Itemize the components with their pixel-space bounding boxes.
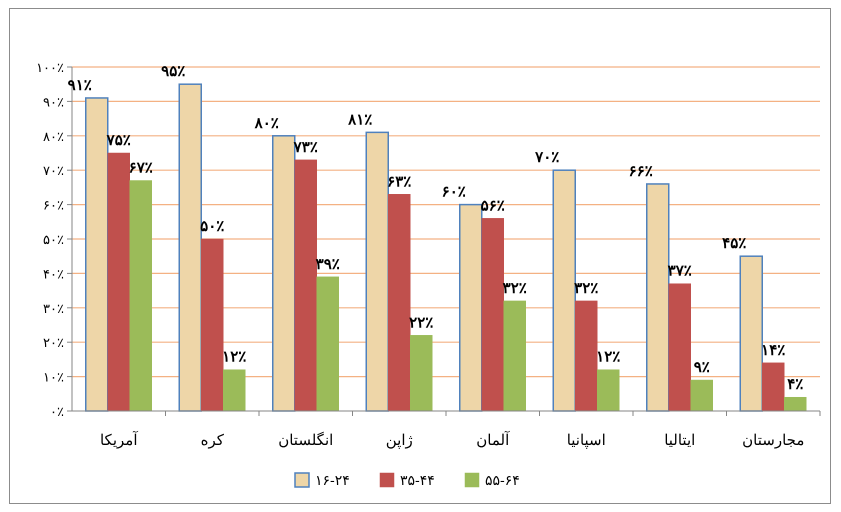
data-label: ۳۲٪ <box>574 279 598 297</box>
data-label: ۷۳٪ <box>293 138 318 156</box>
data-label: ۲۲٪ <box>409 313 433 331</box>
bar <box>129 180 152 412</box>
data-label: ۵۶٪ <box>481 196 505 214</box>
x-tick-label: ایتالیا <box>664 431 695 449</box>
data-label: ۵۰٪ <box>200 217 224 235</box>
x-tick-label: مجارستان <box>742 431 804 449</box>
x-tick-label: آلمان <box>476 431 510 449</box>
data-label: ۸۰٪ <box>254 114 279 132</box>
bar <box>690 379 713 412</box>
x-tick-label: ژاپن <box>386 431 413 449</box>
bar <box>107 152 130 412</box>
y-tick-label: ۹۰٪ <box>43 95 64 110</box>
bars <box>85 83 807 412</box>
data-label: ۳۷٪ <box>668 262 692 280</box>
legend-label: ۱۶-۲۴ <box>315 473 350 489</box>
data-label: ۷۰٪ <box>534 148 559 166</box>
y-tick-label: ۱۰٪ <box>43 371 64 386</box>
bar <box>316 276 339 412</box>
bar <box>739 255 763 412</box>
bar <box>481 218 504 412</box>
legend-swatch <box>464 472 480 488</box>
data-label: ۱۲٪ <box>596 348 620 366</box>
y-tick-label: ۳۰٪ <box>43 302 64 317</box>
data-label: ۱۲٪ <box>222 348 246 366</box>
bar <box>365 131 389 412</box>
bar <box>178 83 202 412</box>
data-label: ۶۰٪ <box>442 183 466 201</box>
data-label: ۶۷٪ <box>129 159 153 177</box>
bar <box>201 238 224 412</box>
legend: ۱۶-۲۴ ۳۵-۴۴ ۵۵-۶۴ <box>294 472 520 489</box>
y-tick-label: ۵۰٪ <box>43 233 64 248</box>
bar <box>646 183 670 412</box>
bar <box>762 362 785 412</box>
legend-swatch <box>294 472 310 488</box>
bar <box>597 369 620 412</box>
data-label: ۴٪ <box>787 375 803 393</box>
axes: ۰٪ ۱۰٪ ۲۰٪ ۳۰٪ ۴۰٪ ۵۰٪ ۶۰٪ ۷۰٪ ۸۰٪ ۹۰٪ ۱۰۰٪ آمریکا ک… <box>36 61 821 449</box>
legend-swatch <box>379 472 395 488</box>
data-label: ۶۶٪ <box>629 162 653 180</box>
data-label: ۹۱٪ <box>68 76 92 94</box>
data-label: ۸۱٪ <box>347 110 372 128</box>
y-tick-label: ۲۰٪ <box>43 336 64 351</box>
x-tick-label: کره <box>201 431 225 449</box>
data-label: ۴۵٪ <box>722 234 746 252</box>
y-tick-label: ۱۰۰٪ <box>36 61 64 76</box>
x-tick-label: اسپانیا <box>567 431 606 449</box>
data-label: ۹۵٪ <box>161 62 185 80</box>
bar <box>223 369 246 412</box>
bar <box>552 169 576 412</box>
legend-label: ۳۵-۴۴ <box>400 473 435 489</box>
y-tick-label: ۷۰٪ <box>43 164 64 179</box>
legend-label: ۵۵-۶۴ <box>485 473 520 489</box>
bar <box>784 396 807 412</box>
bar <box>575 300 598 412</box>
y-tick-label: ۶۰٪ <box>43 199 64 214</box>
bar <box>294 159 317 412</box>
x-tick-label: آمریکا <box>100 431 138 449</box>
data-label: ۳۹٪ <box>316 255 340 273</box>
data-label: ۷۵٪ <box>106 131 131 149</box>
bar <box>272 135 296 412</box>
bar <box>85 97 109 412</box>
bar <box>503 300 526 412</box>
bar <box>459 203 483 412</box>
data-labels: ۹۱٪ ۷۵٪ ۶۷٪ ۹۵٪ ۵۰٪ ۱۲٪ ۸۰٪ ۷۳٪ ۳۹٪ ۸۱٪ ۶۳٪ ۲۲٪ ۶۰٪ ۵… <box>68 62 804 393</box>
data-label: ۹٪ <box>694 358 710 376</box>
y-tick-label: ۸۰٪ <box>43 130 64 145</box>
bar <box>388 194 411 412</box>
data-label: ۱۴٪ <box>761 341 785 359</box>
y-tick-label: ۰٪ <box>50 405 64 420</box>
y-tick-label: ۴۰٪ <box>43 267 64 282</box>
data-label: ۳۲٪ <box>503 279 527 297</box>
bar <box>668 283 691 412</box>
bar <box>410 335 433 412</box>
x-tick-label: انگلستان <box>278 431 333 449</box>
data-label: ۶۳٪ <box>387 172 411 190</box>
